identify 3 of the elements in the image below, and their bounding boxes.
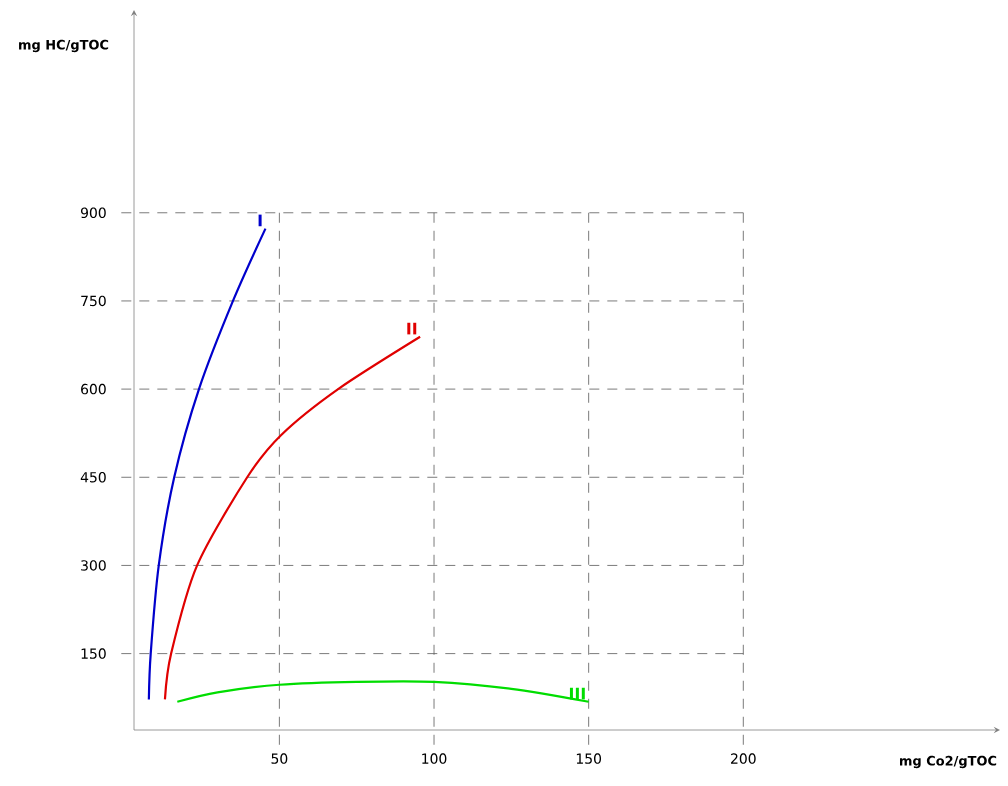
- line-series: [176, 680, 590, 703]
- line-series: [147, 227, 267, 701]
- line-series: [163, 335, 422, 701]
